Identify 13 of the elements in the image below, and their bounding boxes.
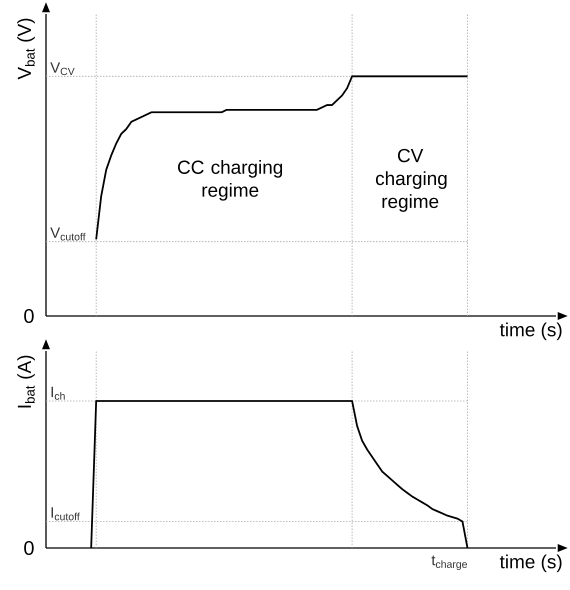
text: t$_{charge}$: [432, 556, 467, 570]
y-axis-title: I$_{bat}$ (A): [17, 356, 35, 408]
ref-line-label: V$_{CV}$: [50, 62, 75, 76]
annotation: CC charging regime: [178, 160, 282, 201]
text: 0: [24, 540, 34, 556]
ref-line-label: I$_{ch}$: [52, 386, 65, 400]
ref-line-label: I$_{cutoff}$: [52, 507, 80, 520]
x-axis-title: time (s): [500, 322, 562, 340]
ref-line-label: V$_{cutoff}$: [50, 227, 86, 240]
annotation: CV charging regime: [376, 148, 447, 212]
x-axis-title: time (s): [500, 554, 562, 572]
y-axis-title: V$_{bat}$ (V): [17, 18, 35, 80]
text: 0: [24, 308, 34, 324]
